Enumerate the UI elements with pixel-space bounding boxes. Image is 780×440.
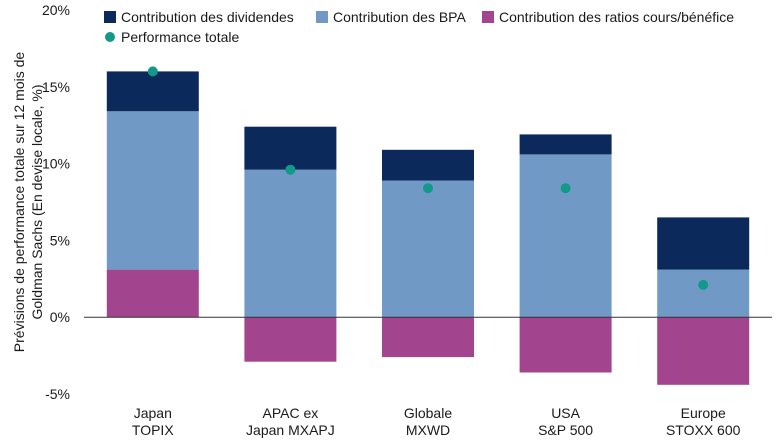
category-label: MXWD bbox=[406, 422, 450, 438]
bars bbox=[106, 71, 750, 385]
bar-segment-dividends-1 bbox=[106, 71, 199, 112]
bar-segment-eps-5 bbox=[657, 269, 750, 318]
performance-markers bbox=[147, 66, 709, 290]
y-tick-label: 0% bbox=[50, 309, 70, 325]
bar-segment-eps-2 bbox=[244, 169, 337, 318]
y-axis-title-line-2: Goldman Sachs (En devise locale, %) bbox=[29, 85, 45, 320]
y-tick-label: 5% bbox=[50, 232, 70, 248]
y-tick-label: 15% bbox=[42, 79, 70, 95]
bar-segment-dividends-3 bbox=[382, 149, 474, 181]
legend: Contribution des dividendes Contribution … bbox=[104, 9, 734, 45]
performance-marker-3 bbox=[423, 183, 433, 194]
bar-segment-dividends-4 bbox=[519, 134, 612, 155]
bar-segment-eps-3 bbox=[382, 180, 474, 318]
legend-swatch-pe bbox=[482, 11, 494, 23]
category-label: USA bbox=[551, 405, 580, 421]
category-label: STOXX 600 bbox=[666, 422, 741, 438]
legend-label-dividends: Contribution des dividendes bbox=[121, 9, 294, 25]
y-axis-ticks: -5% 0% 5% 10% 15% 20% bbox=[42, 2, 70, 402]
bar-segment-dividends-5 bbox=[657, 217, 750, 270]
performance-marker-4 bbox=[560, 183, 571, 194]
bar-segment-dividends-2 bbox=[244, 126, 337, 170]
category-label: APAC ex bbox=[263, 405, 319, 421]
category-label: Globale bbox=[404, 405, 452, 421]
bar-segment-pe-1 bbox=[106, 269, 199, 318]
category-label: Japan MXAPJ bbox=[246, 422, 335, 438]
legend-swatch-total bbox=[105, 32, 115, 42]
performance-marker-2 bbox=[285, 164, 296, 175]
legend-label-total: Performance totale bbox=[121, 29, 239, 45]
category-label: TOPIX bbox=[132, 422, 174, 438]
bar-segment-eps-4 bbox=[519, 154, 612, 318]
y-tick-label: -5% bbox=[45, 386, 70, 402]
y-tick-label: 20% bbox=[42, 2, 70, 18]
bar-segment-pe-3 bbox=[382, 317, 474, 358]
legend-swatch-eps bbox=[316, 11, 328, 23]
bar-segment-pe-2 bbox=[244, 317, 337, 362]
category-label: S&P 500 bbox=[538, 422, 593, 438]
y-axis-title: Prévisions de performance totale sur 12 … bbox=[11, 52, 45, 353]
legend-label-eps: Contribution des BPA bbox=[333, 9, 466, 25]
performance-marker-1 bbox=[147, 66, 158, 77]
performance-marker-5 bbox=[698, 279, 709, 290]
y-axis-title-line-1: Prévisions de performance totale sur 12 … bbox=[11, 52, 27, 353]
bar-segment-eps-1 bbox=[106, 111, 199, 270]
category-label: Japan bbox=[134, 405, 172, 421]
y-tick-label: 10% bbox=[42, 156, 70, 172]
category-label: Europe bbox=[681, 405, 726, 421]
bar-segment-pe-5 bbox=[657, 317, 750, 385]
bar-segment-pe-4 bbox=[519, 317, 612, 373]
legend-label-pe: Contribution des ratios cours/bénéfice bbox=[499, 9, 734, 25]
legend-swatch-dividends bbox=[104, 11, 116, 23]
